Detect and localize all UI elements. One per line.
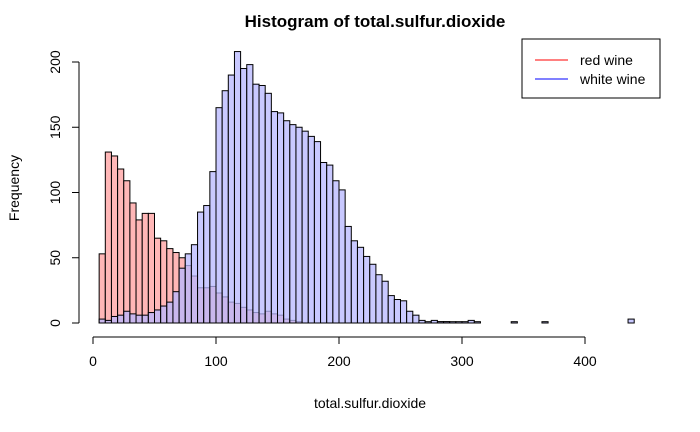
bar-white-wine-11 [166,301,174,324]
bar-white-wine-30 [283,120,291,324]
bar-white-wine-20 [221,90,229,324]
y-tick-label-4: 200 [47,50,63,74]
legend-label-white-wine: white wine [579,71,646,87]
bar-white-wine-29 [277,112,285,324]
x-tick-label-4: 400 [573,353,597,369]
legend-label-red-wine: red wine [580,52,633,68]
y-tick-label-1: 50 [47,250,63,266]
bar-white-wine-32 [295,126,303,324]
bar-white-wine-43 [363,255,371,324]
bar-white-wine-22 [233,51,242,324]
bar-white-wine-45 [375,274,383,324]
bar-white-wine-17 [203,205,211,324]
y-axis-label-group: Frequency [6,155,22,221]
bar-white-wine-56 [443,321,451,324]
bar-white-wine-19 [215,107,223,324]
bar-white-wine-15 [190,244,199,324]
bar-white-wine-41 [350,240,358,324]
x-tick-label-3: 300 [450,353,474,369]
bar-white-wine-3 [117,314,125,324]
bar-white-wine-58 [455,321,463,324]
bar-white-wine-38 [332,180,340,324]
bar-red-wine-1 [104,151,112,324]
bar-white-wine-61 [473,321,481,324]
bar-white-wine-5 [129,313,137,324]
bar-white-wine-53 [424,321,432,324]
bar-white-wine-51 [412,314,420,324]
bar-red-wine-0 [98,253,106,324]
bar-white-wine-8 [147,312,156,324]
bar-white-wine-42 [356,246,365,324]
bar-white-wine-62 [510,321,518,324]
axes: 0 100 200 300 400 0 50 100 150 200 [47,50,597,369]
bar-white-wine-1 [104,319,112,324]
bar-white-wine-14 [184,253,192,324]
x-tick-label-2: 200 [327,353,351,369]
bar-white-wine-35 [313,141,322,324]
bar-red-wine-2 [110,155,119,324]
series-white-wine [98,51,635,324]
x-tick-label-1: 100 [204,353,228,369]
bar-red-wine-7 [141,212,149,324]
bar-white-wine-23 [240,68,248,324]
legend: red wine white wine [521,38,661,99]
bar-white-wine-49 [400,300,408,324]
bar-red-wine-8 [147,212,156,324]
bar-white-wine-52 [418,319,426,324]
y-tick-label-2: 100 [47,181,63,205]
bar-white-wine-50 [406,310,414,324]
bar-white-wine-0 [98,318,106,324]
bar-white-wine-7 [141,314,149,324]
bar-white-wine-18 [209,171,217,324]
bar-white-wine-33 [301,130,309,324]
bar-white-wine-47 [387,295,395,324]
bar-white-wine-31 [289,124,297,324]
bar-white-wine-64 [627,318,635,324]
x-axis-label: total.sulfur.dioxide [314,395,426,411]
bar-white-wine-46 [381,280,389,324]
bar-white-wine-28 [270,111,279,324]
bar-red-wine-4 [123,180,131,324]
bar-white-wine-44 [369,263,377,324]
bar-red-wine-3 [117,168,125,324]
bar-white-wine-54 [430,319,438,324]
bar-white-wine-40 [344,225,352,324]
y-tick-label-3: 150 [47,115,63,139]
bar-white-wine-36 [320,161,328,324]
bar-white-wine-10 [160,305,168,324]
bar-white-wine-9 [154,309,162,324]
bar-white-wine-63 [541,321,549,324]
bar-red-wine-5 [129,202,137,324]
bar-white-wine-57 [449,321,457,324]
bar-white-wine-60 [467,319,475,324]
bar-white-wine-55 [436,321,445,324]
bar-white-wine-13 [178,267,186,324]
bar-white-wine-4 [123,310,131,324]
bar-white-wine-24 [246,64,254,324]
y-axis-label: Frequency [6,155,22,221]
bar-white-wine-26 [258,84,266,324]
bar-white-wine-59 [461,321,469,324]
chart-title: Histogram of total.sulfur.dioxide [245,12,506,31]
y-tick-label-0: 0 [47,319,63,327]
legend-box [521,38,661,99]
bar-white-wine-48 [393,299,402,324]
bar-white-wine-12 [172,291,180,324]
bar-white-wine-2 [110,315,119,324]
bar-white-wine-6 [135,314,143,324]
x-tick-label-0: 0 [89,353,97,369]
bar-white-wine-21 [227,74,235,324]
plot-area [98,51,635,324]
bar-white-wine-39 [338,189,346,324]
bar-white-wine-16 [197,211,205,324]
bar-white-wine-37 [326,164,334,324]
bar-white-wine-27 [264,92,272,324]
bar-white-wine-25 [252,83,260,324]
bar-red-wine-6 [135,219,143,324]
bar-white-wine-34 [307,135,315,324]
